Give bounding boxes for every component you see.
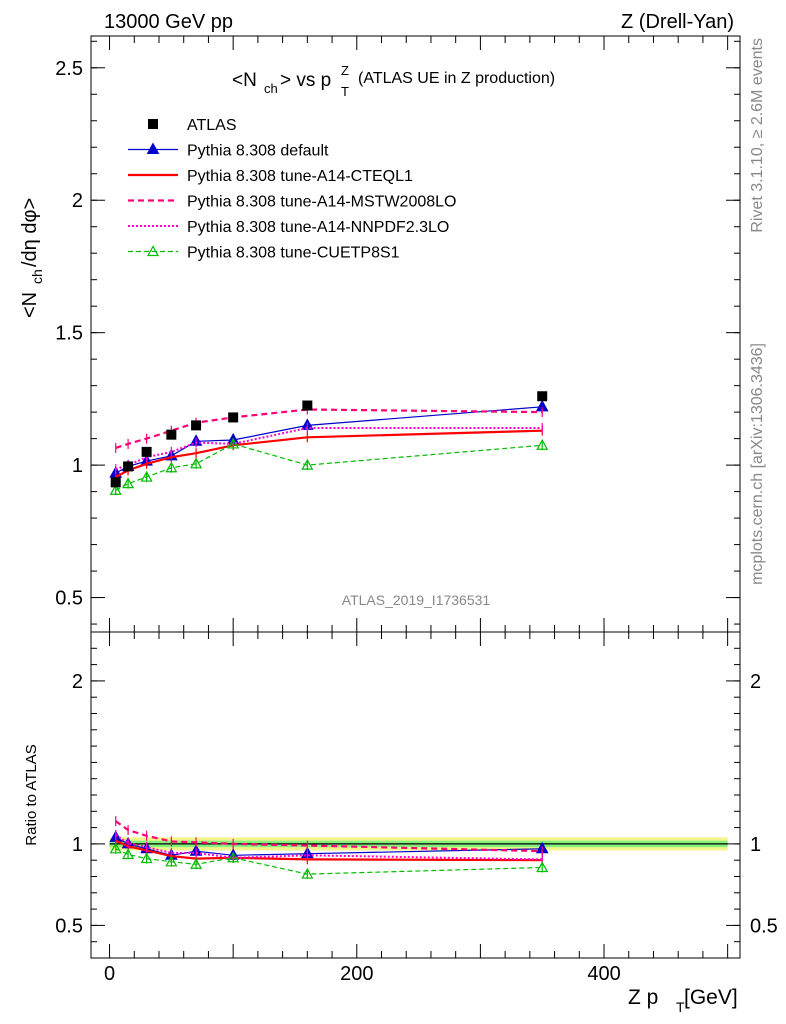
ratio-cuetp8s1-line bbox=[115, 848, 543, 875]
cuetp8s1-point bbox=[165, 461, 178, 473]
atlas-point bbox=[123, 461, 134, 472]
ylabel-part-1: <N bbox=[19, 292, 41, 318]
ratio-y-tick-label: 1 bbox=[72, 834, 83, 856]
title-main: <N bbox=[232, 70, 257, 91]
x-tick-label: 400 bbox=[587, 963, 620, 985]
cteql1-line bbox=[115, 429, 543, 478]
legend: ATLAS Pythia 8.308 default Pythia 8.308 tu… bbox=[128, 117, 456, 262]
ratio-y-tick-label-right: 0.5 bbox=[750, 915, 778, 937]
ratio-ticks: 0.5 0.5 1 1 2 2 0 200 400 bbox=[55, 631, 778, 985]
atlas-point bbox=[166, 429, 177, 440]
xlabel-part-1: Z p bbox=[628, 986, 658, 1009]
y-tick-label: 0.5 bbox=[55, 588, 83, 610]
legend-label-cuetp8s1: Pythia 8.308 tune-CUETP8S1 bbox=[187, 245, 400, 262]
ratio-cuetp8s1-point bbox=[109, 842, 122, 854]
analysis-watermark: ATLAS_2019_I1736531 bbox=[342, 592, 491, 608]
legend-label-default: Pythia 8.308 default bbox=[187, 143, 329, 160]
ylabel-part-3: /dη dφ> bbox=[19, 198, 41, 267]
y-tick-label: 2.5 bbox=[55, 58, 83, 80]
ratio-series bbox=[109, 816, 549, 880]
legend-label-cteql1: Pythia 8.308 tune-A14-CTEQL1 bbox=[187, 168, 413, 185]
atlas-point bbox=[537, 391, 548, 402]
ratio-uncertainty-band bbox=[109, 837, 728, 851]
xlabel-part-2: T bbox=[676, 999, 685, 1015]
x-tick-label: 200 bbox=[340, 963, 373, 985]
legend-default-marker bbox=[146, 142, 160, 154]
title-sub2: T bbox=[341, 84, 349, 99]
cuetp8s1-point bbox=[122, 477, 135, 489]
cuetp8s1-line bbox=[115, 443, 543, 491]
ratio-cteql1-line bbox=[115, 839, 543, 862]
ratio-panel: 0.5 0.5 1 1 2 2 0 200 400 Ratio to ATLAS Z p T [… bbox=[23, 631, 778, 1015]
ylabel-part-2: ch bbox=[29, 269, 45, 284]
atlas-point bbox=[141, 446, 152, 457]
header-left: 13000 GeV pp bbox=[104, 11, 233, 33]
title-sub: ch bbox=[264, 81, 278, 96]
header-right: Z (Drell-Yan) bbox=[621, 11, 734, 33]
rivet-label: Rivet 3.1.10, ≥ 2.6M events bbox=[749, 38, 766, 233]
y-tick-label: 1.5 bbox=[55, 323, 83, 345]
legend-label-atlas: ATLAS bbox=[187, 117, 237, 134]
ratio-y-tick-label-right: 2 bbox=[750, 671, 761, 693]
ratio-cuetp8s1-point bbox=[122, 848, 135, 860]
ratio-frame bbox=[90, 631, 741, 959]
cuetp8s1-point bbox=[190, 457, 203, 469]
ratio-y-tick-label-right: 1 bbox=[750, 834, 761, 856]
ratio-mstw-line bbox=[115, 820, 543, 853]
legend-label-mstw: Pythia 8.308 tune-A14-MSTW2008LO bbox=[187, 194, 456, 211]
atlas-point bbox=[110, 477, 121, 488]
cuetp8s1-point bbox=[140, 470, 153, 482]
main-ylabel: <N ch /dη dφ> bbox=[19, 198, 45, 318]
mstw-line bbox=[115, 408, 543, 449]
y-tick-label: 2 bbox=[72, 190, 83, 212]
legend-label-nnpdf: Pythia 8.308 tune-A14-NNPDF2.3LO bbox=[187, 219, 449, 236]
title-after: > vs p bbox=[280, 70, 331, 91]
cuetp8s1-point bbox=[536, 439, 549, 450]
main-ticks: 0.5 1 1.5 2 2.5 bbox=[55, 36, 740, 632]
plot-title: <N ch > vs p Z T (ATLAS UE in Z producti… bbox=[232, 63, 555, 99]
ratio-cuetp8s1-point bbox=[536, 861, 549, 873]
xlabel-part-3: [GeV] bbox=[684, 986, 738, 1009]
main-series bbox=[109, 391, 549, 496]
ratio-y-tick-label: 0.5 bbox=[55, 915, 83, 937]
main-panel: 0.5 1 1.5 2 2.5 <N ch > vs p Z T (ATLAS UE i… bbox=[19, 35, 741, 633]
legend-atlas-marker bbox=[148, 119, 158, 129]
y-tick-label: 1 bbox=[72, 455, 83, 477]
cuetp8s1-point bbox=[227, 437, 240, 449]
x-tick-label: 0 bbox=[104, 963, 115, 985]
ratio-cuetp8s1-point bbox=[227, 851, 240, 863]
atlas-point bbox=[302, 400, 313, 411]
atlas-point bbox=[228, 412, 239, 423]
cuetp8s1-point bbox=[109, 484, 122, 495]
ratio-cuetp8s1-point bbox=[190, 858, 203, 869]
legend-cuetp8s1-marker bbox=[146, 245, 160, 257]
ratio-cuetp8s1-point bbox=[301, 867, 314, 879]
mcplots-label: mcplots.cern.ch [arXiv:1306.3436] bbox=[749, 343, 766, 585]
title-sup: Z bbox=[341, 63, 349, 78]
title-note: (ATLAS UE in Z production) bbox=[358, 70, 555, 87]
ratio-ylabel: Ratio to ATLAS bbox=[23, 744, 40, 845]
atlas-point bbox=[191, 420, 202, 431]
ratio-cuetp8s1-point bbox=[140, 852, 153, 864]
xlabel: Z p T [GeV] bbox=[628, 986, 738, 1015]
cuetp8s1-point bbox=[301, 458, 314, 470]
ratio-y-tick-label: 2 bbox=[72, 671, 83, 693]
ratio-cuetp8s1-point bbox=[165, 855, 178, 867]
